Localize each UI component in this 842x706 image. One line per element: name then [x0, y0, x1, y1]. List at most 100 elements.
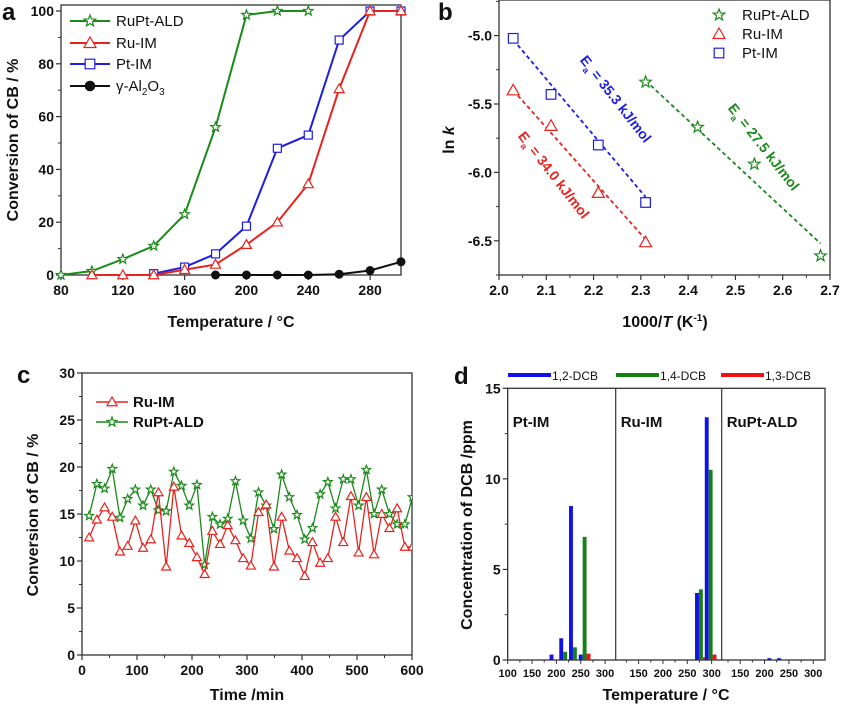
data-point [506, 83, 521, 96]
data-point [322, 552, 334, 563]
data-point [252, 486, 265, 498]
bar-1-2-dcb [704, 417, 709, 660]
data-point [375, 483, 388, 495]
data-point [345, 490, 357, 501]
data-point [383, 507, 396, 520]
x-tick-label: 120 [111, 282, 135, 298]
plot-frame-c [81, 372, 413, 656]
x-tick-label: 2.7 [820, 282, 840, 298]
data-point [178, 207, 192, 220]
x-tick-label: 200 [755, 668, 773, 680]
data-point [398, 518, 411, 530]
series-ru-im [85, 4, 408, 280]
subplot-label: Pt-IM [513, 414, 550, 431]
data-point [298, 533, 311, 545]
data-point [114, 545, 126, 556]
bar-1-2-dcb [767, 658, 772, 660]
legend-item-rupt-ald: RuPt-ALD [96, 414, 204, 431]
data-point [301, 4, 315, 17]
data-point [306, 536, 318, 547]
activation-energy-annotation: Ea = 35.3 kJ/mol [575, 52, 655, 147]
data-point [178, 263, 191, 275]
data-point [129, 483, 142, 495]
panel-c: c 0 5 10 15 20 25 30 0 100 200 300 400 500 600 Time … [17, 362, 424, 704]
legend-label: RuPt-ALD [133, 414, 204, 431]
x-tick-label: 2.4 [678, 282, 698, 298]
data-point [245, 559, 257, 570]
data-point [360, 491, 372, 502]
data-point [214, 518, 226, 530]
data-point [85, 268, 98, 280]
data-point [253, 506, 265, 517]
legend-item-pt-im: Pt-IM [70, 56, 152, 73]
bar-1-4-dcb [708, 469, 713, 660]
data-point [244, 532, 257, 544]
legend-label: Pt-IM [742, 45, 778, 62]
bar-1-2-dcb [777, 658, 782, 660]
data-point [321, 475, 334, 488]
x-tick-label: 2.5 [726, 282, 746, 298]
y-tick-label: 25 [59, 412, 75, 428]
x-tick-label: 2.2 [584, 282, 604, 298]
legend-item-1-4-dcb: 1,4-DCB [616, 369, 706, 383]
x-axis-label-d: Temperature / °C [602, 687, 729, 704]
data-point [360, 463, 373, 475]
x-axis-subplot: 150 200 250 300 [727, 660, 822, 680]
y-tick-label: 20 [38, 214, 54, 230]
bars-ru-im [695, 417, 717, 660]
data-point [191, 478, 203, 490]
data-point [399, 541, 411, 551]
data-point [299, 570, 311, 581]
x-tick-label: 200 [547, 668, 565, 680]
data-point [353, 546, 365, 557]
x-tick-label: 2.6 [773, 282, 793, 298]
data-point [116, 252, 130, 265]
legend-d: 1,2-DCB 1,4-DCB 1,3-DCB [508, 369, 811, 383]
data-point [545, 89, 557, 100]
data-point [147, 239, 161, 252]
y-axis-b: -5.0 -5.5 -6.0 -6.5 [468, 0, 499, 276]
data-point [83, 509, 96, 521]
y-tick-label: 20 [59, 459, 75, 475]
x-tick-label: 2.3 [631, 282, 651, 298]
bar-1-2-dcb [695, 592, 699, 660]
x-axis-label-c: Time /min [210, 687, 284, 704]
y-tick-label: -6.0 [468, 164, 492, 180]
data-point [334, 269, 344, 279]
x-axis-label-a: Temperature / °C [167, 314, 294, 331]
x-axis-subplot: 100 150 200 250 300 [499, 660, 614, 680]
bars-rupt-ald [767, 658, 785, 660]
y-tick-label: -5.5 [468, 96, 492, 112]
bar-1-4-dcb [781, 659, 785, 660]
legend-item-ru-im: Ru-IM [711, 26, 783, 43]
x-tick-label: 100 [125, 662, 149, 678]
y-tick-label: 10 [59, 553, 75, 569]
data-point [306, 521, 319, 534]
data-point [54, 268, 68, 281]
bar-1-4-dcb [563, 651, 568, 660]
x-tick-label: 100 [499, 668, 517, 680]
data-point [144, 483, 157, 495]
data-point [122, 540, 134, 550]
subplot-label: Ru-IM [621, 414, 663, 431]
y-tick-label: 5 [493, 561, 501, 577]
data-point [114, 511, 126, 523]
legend-marker [84, 80, 96, 92]
data-point [368, 507, 380, 520]
data-point [283, 490, 296, 503]
series-rupt-ald: Ea = 27.5 kJ/mol [638, 74, 828, 263]
data-point [329, 502, 342, 514]
data-point [106, 462, 119, 474]
data-point [268, 522, 280, 535]
legend-label: Pt-IM [116, 56, 152, 73]
bar-1-2-dcb [549, 654, 554, 660]
data-point [160, 504, 173, 517]
data-point [368, 548, 380, 559]
series-c [83, 462, 412, 581]
legend-a: RuPt-ALD Ru-IM Pt-IM γ-Al2O3 [70, 13, 184, 98]
y-tick-label: 80 [38, 56, 54, 72]
data-point [152, 486, 164, 497]
data-point [314, 557, 326, 567]
legend-label: 1,3-DCB [765, 369, 811, 383]
